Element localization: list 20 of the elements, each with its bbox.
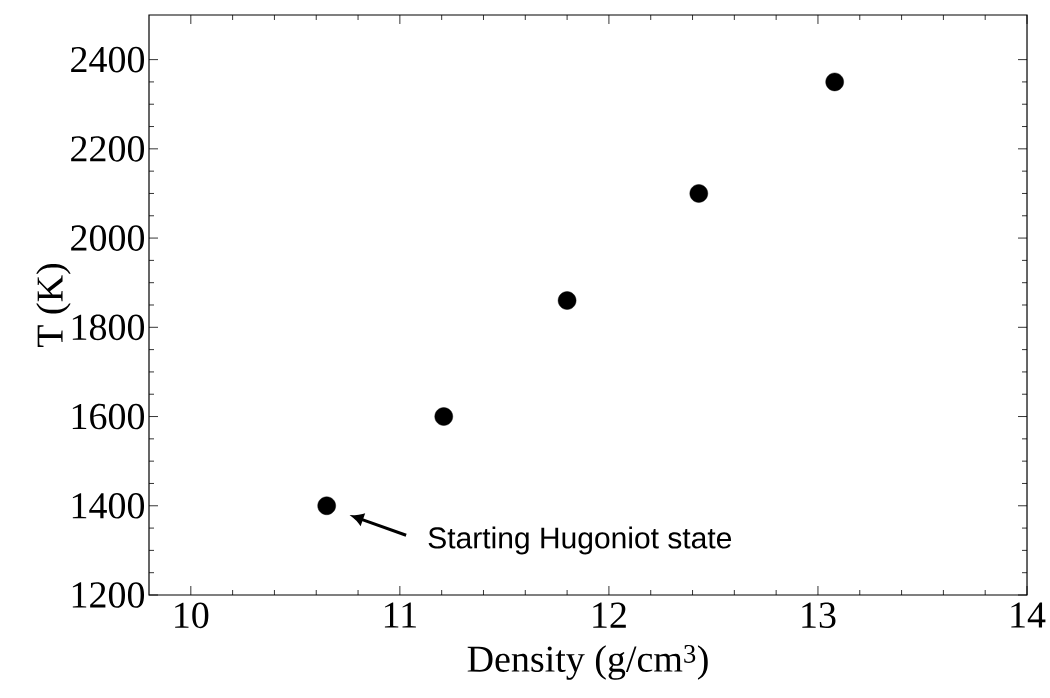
x-tick-label: 14 <box>1011 602 1046 628</box>
x-tick-label: 13 <box>802 602 836 629</box>
annotation: Starting Hugoniot state <box>428 526 732 555</box>
y-tick-label: 1200 <box>72 582 145 608</box>
point <box>317 496 336 515</box>
point <box>557 291 577 310</box>
y-tick-label: 2400 <box>71 46 145 73</box>
y-tick-label: 2000 <box>71 225 145 251</box>
y-tick-label: 1600 <box>72 403 145 430</box>
x-tick-label: 10 <box>175 602 209 629</box>
x-axis-title: Density (g/cm$^{3}$) <box>467 645 708 680</box>
point <box>434 407 453 426</box>
y-tick-label: 1800 <box>72 314 145 341</box>
x-tick-label: 12 <box>593 602 626 628</box>
x-tick-label: 11 <box>384 602 416 628</box>
y-axis-title: T (K) <box>36 263 71 348</box>
point <box>689 184 708 203</box>
point <box>825 72 844 92</box>
y-tick-label: 2200 <box>71 136 145 162</box>
y-tick-label: 1400 <box>72 492 145 519</box>
